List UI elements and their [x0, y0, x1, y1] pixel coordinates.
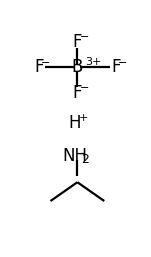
Text: B: B [72, 58, 83, 76]
Text: H: H [69, 114, 81, 132]
Text: 2: 2 [81, 153, 89, 166]
Text: 3+: 3+ [85, 57, 101, 67]
Text: −: − [80, 32, 89, 42]
Text: +: + [79, 113, 88, 123]
Text: F: F [34, 58, 43, 76]
Text: F: F [73, 33, 82, 51]
Text: −: − [41, 58, 50, 68]
Text: −: − [118, 58, 128, 68]
Text: −: − [80, 83, 89, 93]
Text: NH: NH [63, 146, 88, 164]
Text: F: F [73, 84, 82, 102]
Text: F: F [111, 58, 121, 76]
